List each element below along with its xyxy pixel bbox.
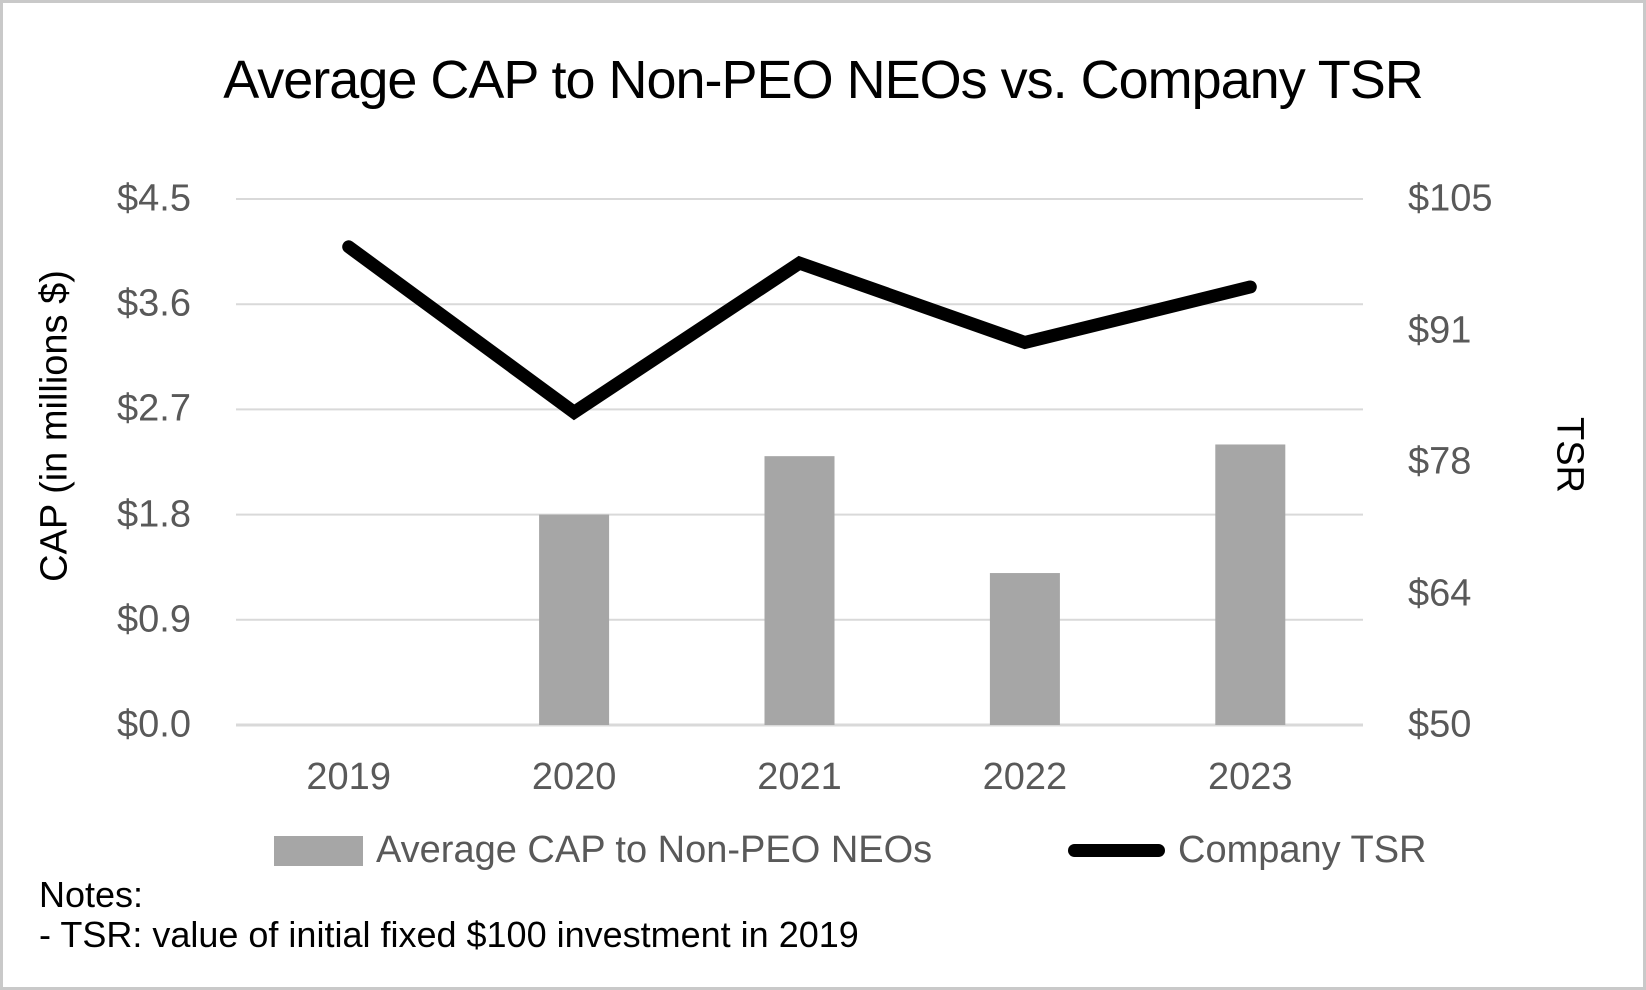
bar-2020 bbox=[539, 514, 610, 725]
notes: Notes: - TSR: value of initial fixed $10… bbox=[39, 875, 859, 955]
right-axis-tick-label: $78 bbox=[1408, 440, 1472, 483]
line-series-legend-label: Company TSR bbox=[1178, 829, 1427, 871]
x-axis-label-2019: 2019 bbox=[306, 756, 391, 798]
line-series-legend-swatch bbox=[1068, 844, 1165, 857]
left-axis-tick-label: $4.5 bbox=[117, 177, 191, 220]
bar-2021 bbox=[764, 456, 835, 725]
right-axis-tick-label: $64 bbox=[1408, 572, 1472, 614]
right-axis-tick-label: $91 bbox=[1408, 309, 1472, 351]
legend-item-line-series: Company TSR bbox=[1068, 829, 1427, 872]
bar-series-legend-swatch bbox=[274, 835, 363, 866]
line-series bbox=[342, 240, 1257, 421]
left-axis-tick-label: $1.8 bbox=[117, 493, 191, 536]
x-axis-label-2021: 2021 bbox=[757, 756, 842, 798]
notes-heading: Notes: bbox=[39, 874, 144, 915]
x-axis-label-2022: 2022 bbox=[982, 756, 1068, 798]
right-axis-tick-label: $50 bbox=[1408, 703, 1472, 746]
left-axis-tick-label: $0.9 bbox=[117, 598, 191, 641]
tsr-line bbox=[342, 240, 1257, 421]
left-axis-tick-label: $2.7 bbox=[117, 387, 191, 430]
bar-2022 bbox=[989, 573, 1060, 725]
plot-area bbox=[236, 198, 1363, 727]
chart-title: Average CAP to Non-PEO NEOs vs. Company … bbox=[223, 50, 1424, 110]
bar-2023 bbox=[1215, 444, 1286, 725]
notes-line: - TSR: value of initial fixed $100 inves… bbox=[39, 914, 859, 955]
left-axis-tick-label: $3.6 bbox=[117, 282, 191, 325]
left-axis-tick-label: $0.0 bbox=[117, 703, 191, 746]
x-axis-label-2023: 2023 bbox=[1208, 756, 1293, 798]
legend-item-bar-series: Average CAP to Non-PEO NEOs bbox=[274, 829, 932, 872]
bar-series-legend-label: Average CAP to Non-PEO NEOs bbox=[376, 829, 933, 871]
x-axis-label-2020: 2020 bbox=[531, 756, 617, 798]
right-axis-tick-label: $105 bbox=[1408, 177, 1493, 220]
bar-series bbox=[539, 444, 1286, 725]
